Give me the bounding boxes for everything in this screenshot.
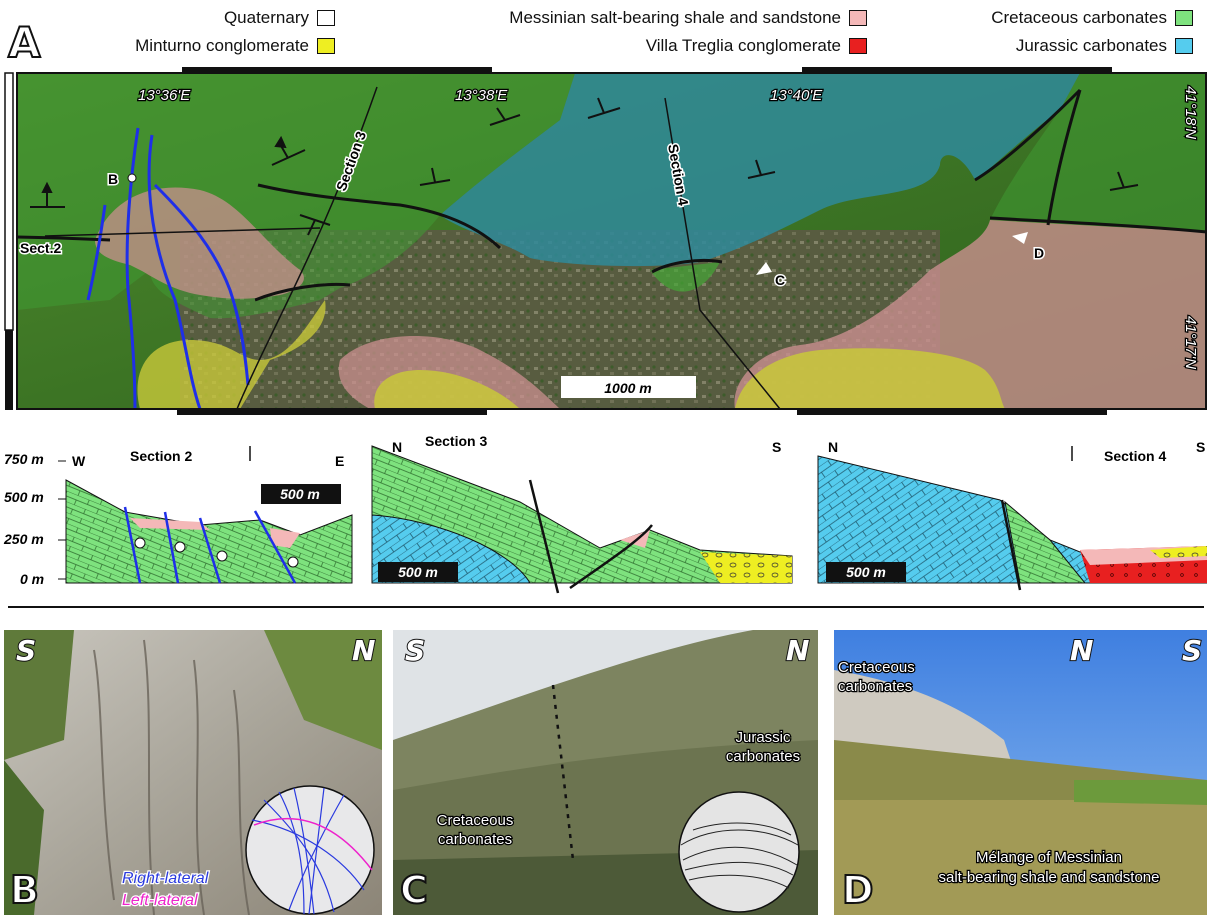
lon-label-1: 13°36'E	[138, 87, 191, 104]
photo-b-left: S	[16, 634, 36, 667]
point-c-label: C	[775, 272, 785, 288]
lon-label-2: 13°38'E	[455, 87, 508, 104]
lat-label-2: 41°17'N	[1182, 316, 1199, 369]
panel-letter-b: B	[9, 867, 40, 913]
section-3-scale: 500 m	[398, 564, 438, 580]
legend-villa-treglia: Villa Treglia conglomerate	[646, 36, 867, 56]
photo-d-cret-1: Cretaceous	[838, 659, 915, 676]
legend-cretaceous-swatch	[1175, 10, 1193, 26]
fault-north-2	[16, 235, 111, 242]
section-3-line	[236, 86, 378, 410]
legend-cretaceous: Cretaceous carbonates	[991, 8, 1193, 28]
section-2-line	[44, 227, 321, 237]
legend-quaternary-swatch	[317, 10, 335, 26]
photo-d-left: N	[1070, 634, 1093, 667]
section-2-left: W	[72, 453, 86, 469]
legend-quaternary-label: Quaternary	[223, 8, 309, 27]
map-frame-ticks	[5, 67, 1112, 415]
photo-c-right: N	[786, 634, 809, 667]
section-2-scale: 500 m	[280, 486, 320, 502]
stereonet-c	[678, 791, 800, 913]
unit-minturno-center	[374, 370, 520, 409]
legend-villa-treglia-label: Villa Treglia conglomerate	[645, 36, 841, 55]
photo-b-legend-left: Left-lateral	[122, 892, 198, 909]
legend-messinian: Messinian salt-bearing shale and sandsto…	[509, 8, 867, 28]
unit-cretaceous-east	[990, 73, 1207, 232]
legend-messinian-swatch	[849, 10, 867, 26]
fault-c	[651, 258, 723, 274]
photo-c-jur-2: carbonates	[726, 748, 800, 765]
photo-c-left: S	[405, 634, 425, 667]
elev-500: 500 m	[4, 489, 44, 505]
legend-minturno: Minturno conglomerate	[135, 36, 335, 56]
map-frame	[16, 72, 1207, 410]
section-2-right: E	[335, 453, 344, 469]
legend-jurassic-swatch	[1175, 38, 1193, 54]
fault-east-3	[1046, 89, 1082, 226]
lon-label-3: 13°40'E	[770, 87, 823, 104]
legend-villa-treglia-swatch	[849, 38, 867, 54]
photo-b-legend-right: Right-lateral	[122, 870, 209, 887]
sect2-label: Sect.2	[20, 240, 61, 256]
lat-label-1: 41°18'N	[1182, 86, 1199, 139]
photo-b-right: N	[352, 634, 375, 667]
section-4-title: Section 4	[1104, 448, 1166, 464]
legend-jurassic-label: Jurassic carbonates	[1015, 36, 1167, 55]
photo-d-cret-2: carbonates	[838, 678, 912, 695]
legend-messinian-label: Messinian salt-bearing shale and sandsto…	[509, 8, 841, 27]
unit-minturno-west	[137, 300, 326, 409]
blue-fault-3	[147, 134, 202, 410]
legend-jurassic: Jurassic carbonates	[1016, 36, 1193, 56]
legend-cretaceous-label: Cretaceous carbonates	[991, 8, 1167, 27]
point-b-label: B	[108, 171, 118, 187]
cross-sections: 750 m 500 m 250 m 0 m W Section 2 E 500 …	[3, 433, 1207, 594]
elev-750: 750 m	[4, 451, 44, 467]
section-3-left: N	[392, 439, 402, 455]
blue-fault-1	[86, 204, 107, 301]
map-scale: 1000 m	[604, 380, 651, 396]
photo-d-right: S	[1182, 634, 1202, 667]
section-3-right: S	[772, 439, 781, 455]
panel-letter-a: A	[7, 17, 41, 68]
fault-north-1	[257, 183, 502, 250]
unit-cretaceous-center	[650, 262, 720, 292]
panel-letter-c: C	[399, 867, 429, 913]
photo-c: S N Jurassic carbonates Cretaceous carbo…	[393, 630, 818, 915]
section-3-title: Section 3	[425, 433, 487, 449]
elev-0: 0 m	[20, 571, 44, 587]
photo-b: S N Right-lateral Left-lateral	[4, 630, 382, 915]
fault-east-2	[989, 216, 1207, 234]
unit-messinian-west	[95, 187, 304, 299]
elev-250: 250 m	[3, 531, 44, 547]
point-d-label: D	[1034, 245, 1044, 261]
section-4-left: N	[828, 439, 838, 455]
legend-minturno-label: Minturno conglomerate	[135, 36, 309, 55]
section-2-title: Section 2	[130, 448, 192, 464]
legend-minturno-swatch	[317, 38, 335, 54]
legend-quaternary: Quaternary	[224, 8, 335, 28]
divider	[8, 606, 1204, 608]
blue-fault-4	[153, 183, 250, 386]
section-4-scale: 500 m	[846, 564, 886, 580]
photo-c-cret-2: carbonates	[438, 831, 512, 848]
geological-map: 13°36'E 13°38'E 13°40'E 41°18'N 41°17'N …	[4, 67, 1207, 415]
photo-c-jur-1: Jurassic	[735, 729, 791, 746]
photo-d-melange-2: salt-bearing shale and sandstone	[939, 869, 1160, 886]
fault-east-1	[974, 88, 1082, 182]
photo-d: N S Cretaceous carbonates Mélange of Mes…	[834, 630, 1207, 915]
stereonet-b	[245, 785, 375, 915]
section-4-right: S	[1196, 439, 1205, 455]
photo-c-cret-1: Cretaceous	[437, 812, 514, 829]
fault-central	[254, 282, 351, 302]
section-4-line	[664, 97, 781, 410]
photo-d-melange-1: Mélange of Messinian	[976, 849, 1122, 866]
panel-letter-d: D	[841, 867, 875, 913]
unit-minturno-east	[735, 348, 1005, 409]
